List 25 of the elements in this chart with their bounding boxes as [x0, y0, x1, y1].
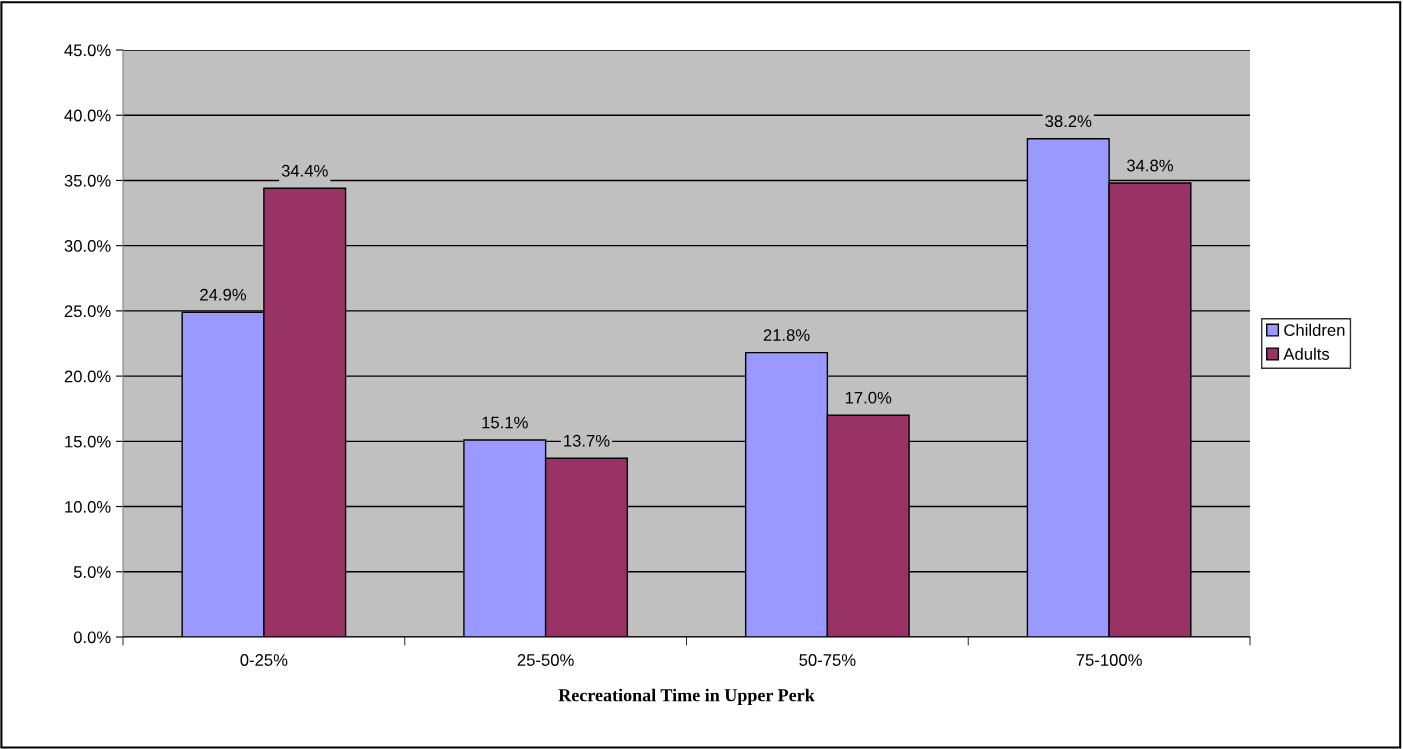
y-tick-label: 30.0% — [64, 240, 111, 252]
data-label: 21.8% — [763, 329, 810, 341]
y-tick-label: 0.0% — [73, 631, 111, 644]
data-label: 34.4% — [281, 164, 328, 177]
data-label: 17.0% — [845, 391, 892, 404]
y-tick-label: 10.0% — [65, 500, 111, 513]
x-tick-label: 25-50% — [517, 654, 574, 666]
y-tick-label: 20.0% — [64, 370, 111, 383]
data-label: 34.8% — [1126, 159, 1174, 172]
y-tick-label: 45.0% — [64, 44, 111, 57]
data-label: 13.7% — [564, 434, 610, 447]
x-tick-label: 50-75% — [799, 654, 856, 666]
x-axis-title: Recreational Time in Upper Perk — [558, 688, 815, 706]
y-tick-label: 15.0% — [65, 435, 111, 448]
x-tick-label: 75-100% — [1076, 654, 1142, 666]
x-tick-label: 0-25% — [240, 654, 288, 666]
data-label: 24.9% — [200, 288, 247, 301]
legend-label: Children — [1284, 323, 1345, 337]
legend-label: Adults — [1283, 347, 1330, 360]
data-label: 15.1% — [482, 416, 528, 429]
y-tick-label: 5.0% — [73, 566, 111, 578]
y-tick-label: 25.0% — [64, 305, 111, 318]
y-tick-label: 35.0% — [64, 174, 111, 187]
y-tick-label: 40.0% — [64, 109, 111, 122]
data-label: 38.2% — [1045, 115, 1092, 128]
